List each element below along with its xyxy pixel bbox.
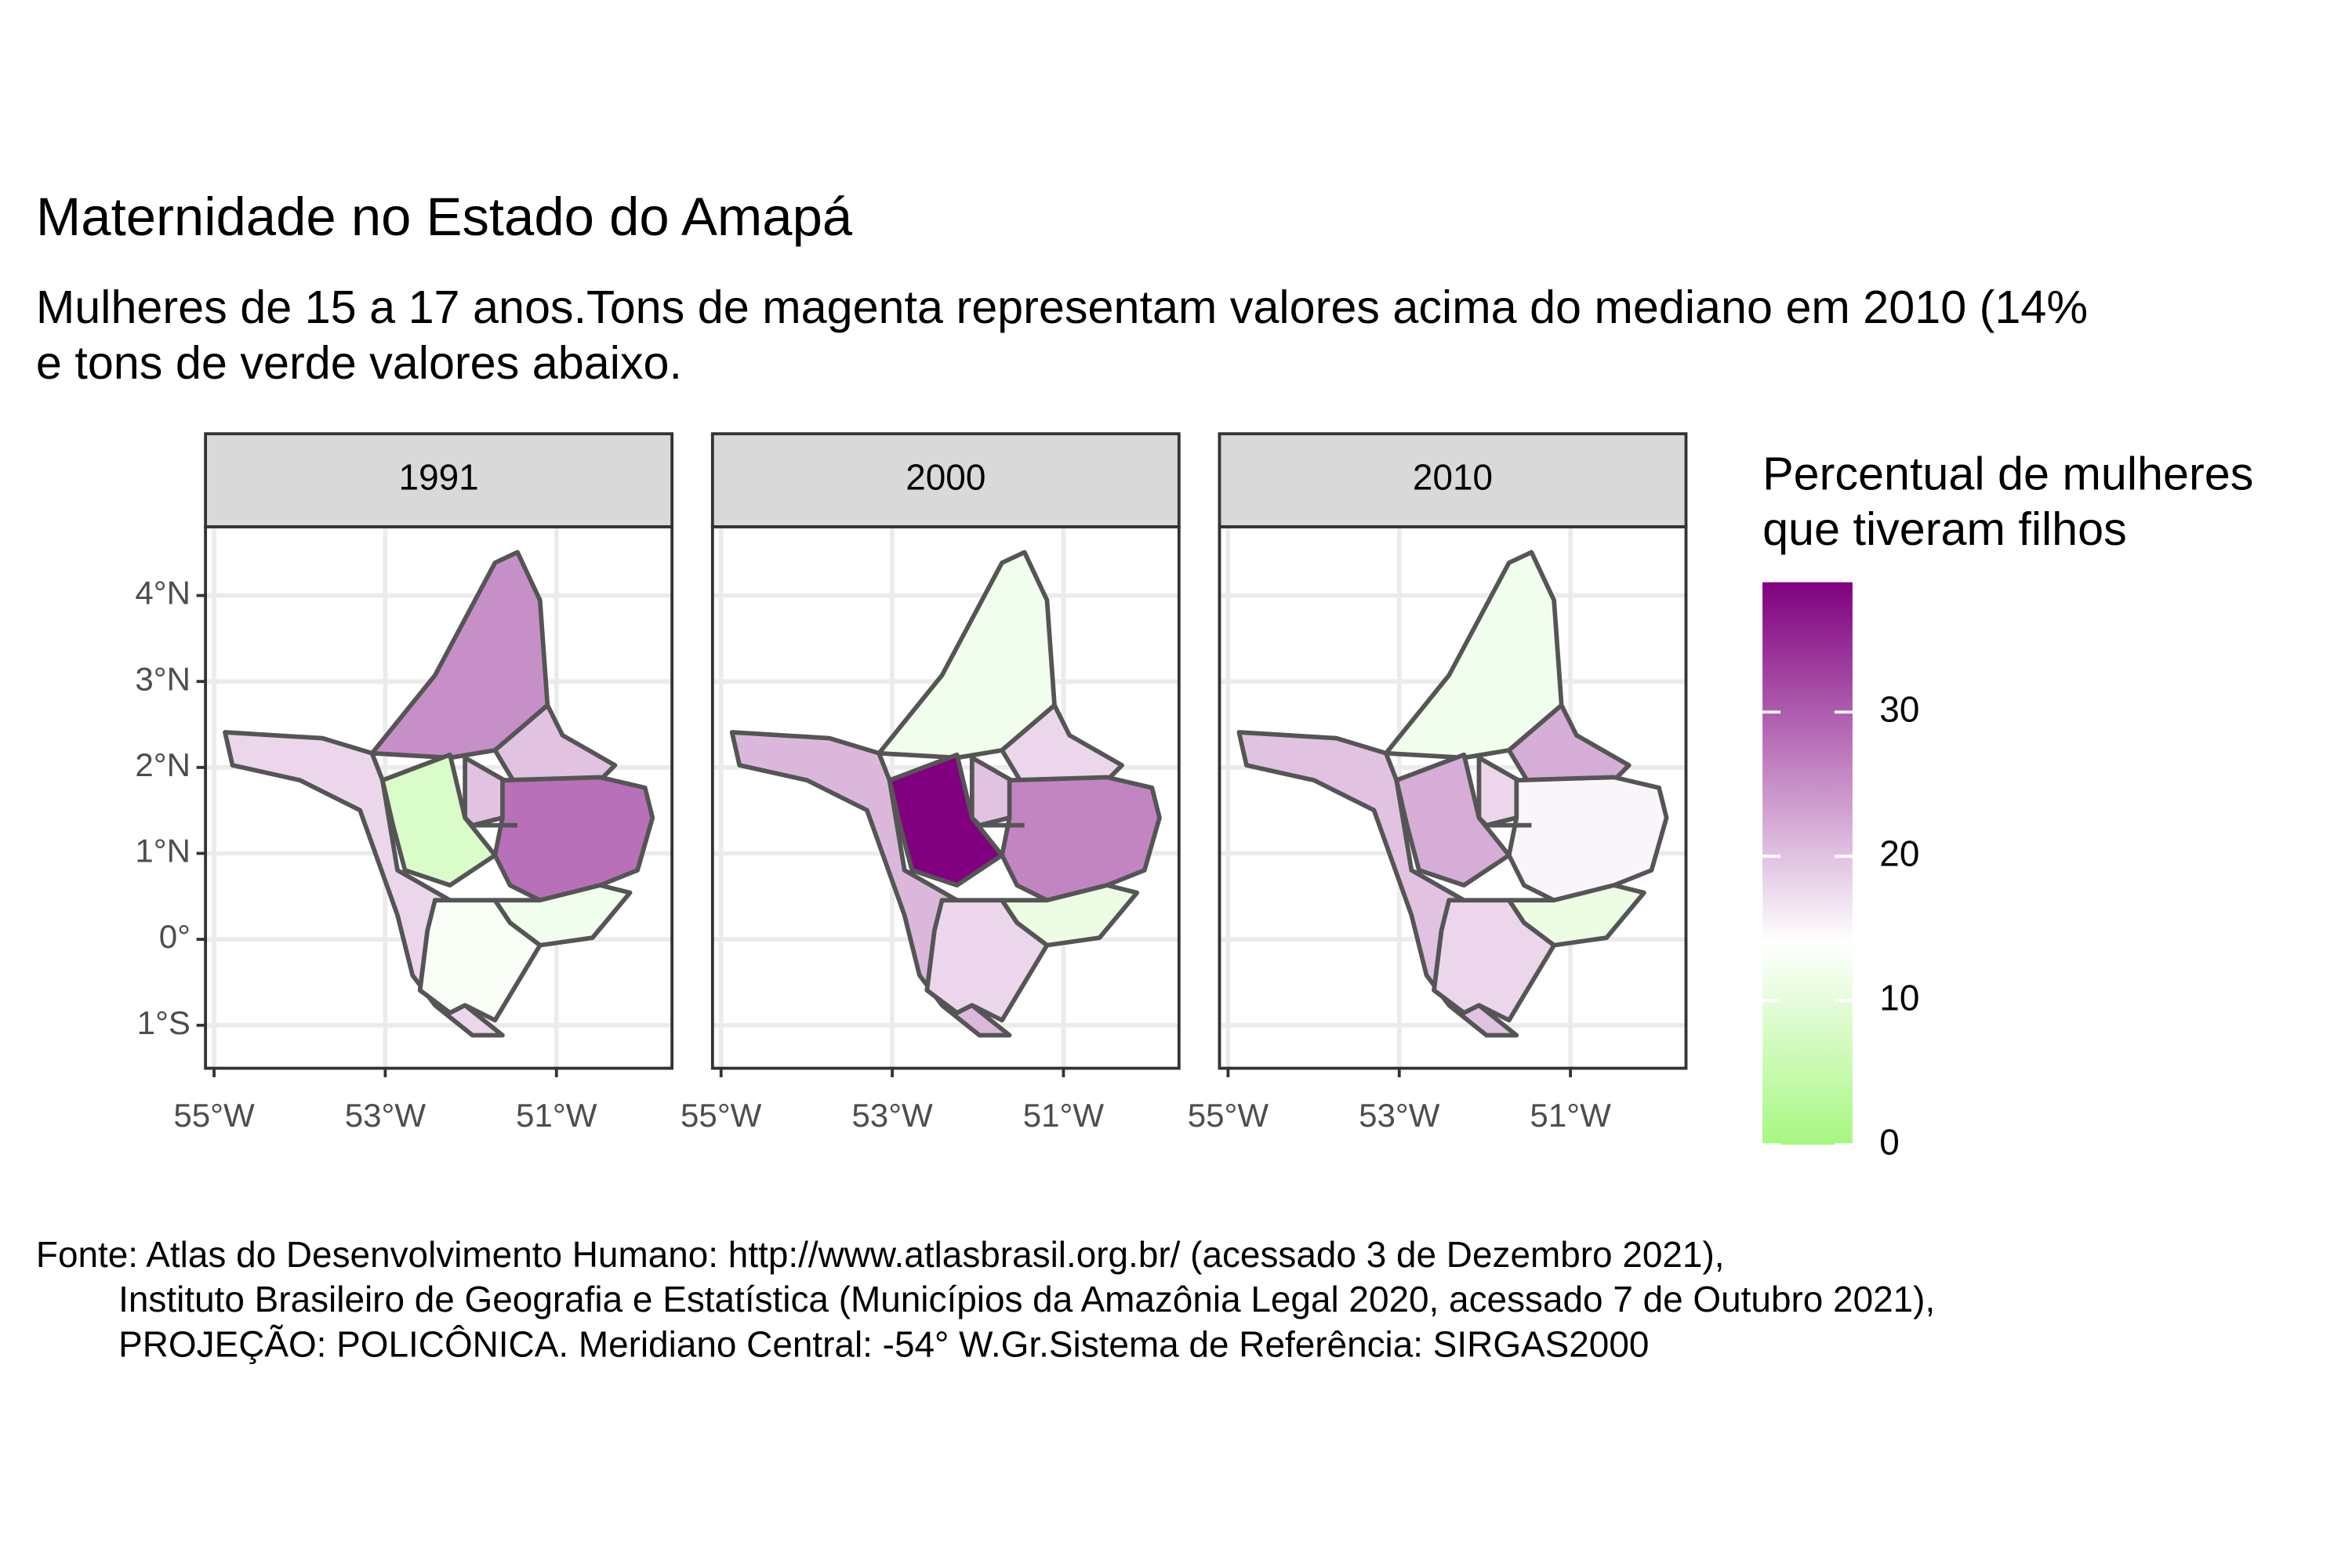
legend-tick-label: 30 <box>1879 688 1919 729</box>
caption: Instituto Brasileiro de Geografia e Esta… <box>118 1279 1935 1319</box>
x-tick-label: 55°W <box>1188 1097 1269 1134</box>
legend-tick-label: 0 <box>1879 1121 1900 1162</box>
y-tick-label: 1°N <box>135 833 191 869</box>
legend-tick-label: 10 <box>1879 977 1919 1018</box>
x-tick-label: 51°W <box>1023 1097 1105 1134</box>
municipality <box>877 550 1057 760</box>
caption: Fonte: Atlas do Desenvolvimento Humano: … <box>36 1234 1725 1275</box>
y-tick-label: 4°N <box>135 575 191 612</box>
municipality <box>1394 752 1512 888</box>
municipality <box>380 752 498 888</box>
x-tick-label: 53°W <box>851 1097 933 1134</box>
municipality <box>1383 550 1564 760</box>
x-tick-label: 51°W <box>1530 1097 1611 1134</box>
strip <box>710 432 1181 528</box>
municipality <box>369 550 550 760</box>
chart-subtitle: Mulheres de 15 a 17 anos.Tons de magenta… <box>36 281 2088 333</box>
y-tick-label: 0° <box>159 918 191 955</box>
legend-colorbar <box>1762 582 1853 1145</box>
x-tick-label: 53°W <box>345 1097 426 1134</box>
strip-label: 1991 <box>399 457 479 498</box>
x-tick-label: 53°W <box>1359 1097 1440 1134</box>
strip <box>204 432 674 528</box>
legend-title: Percentual de mulheres <box>1762 447 2253 499</box>
municipality <box>924 898 1050 1023</box>
chart-title: Maternidade no Estado do Amapá <box>36 187 853 247</box>
municipality <box>887 752 1004 888</box>
x-tick-label: 55°W <box>681 1097 762 1134</box>
strip <box>1218 432 1688 528</box>
strip-label: 2010 <box>1413 457 1493 498</box>
strip-label: 2000 <box>906 457 985 498</box>
y-tick-label: 2°N <box>135 746 191 783</box>
legend-title: que tiveram filhos <box>1762 503 2127 555</box>
chart-subtitle: e tons de verde valores abaixo. <box>36 336 682 389</box>
municipality <box>417 898 543 1023</box>
x-tick-label: 55°W <box>173 1097 255 1134</box>
municipality <box>1432 898 1557 1023</box>
caption: PROJEÇÃO: POLICÔNICA. Meridiano Central:… <box>118 1324 1649 1365</box>
y-tick-label: 3°N <box>135 660 191 697</box>
legend-tick-label: 20 <box>1879 833 1919 873</box>
x-tick-label: 51°W <box>516 1097 597 1134</box>
y-tick-label: 1°S <box>137 1004 191 1041</box>
